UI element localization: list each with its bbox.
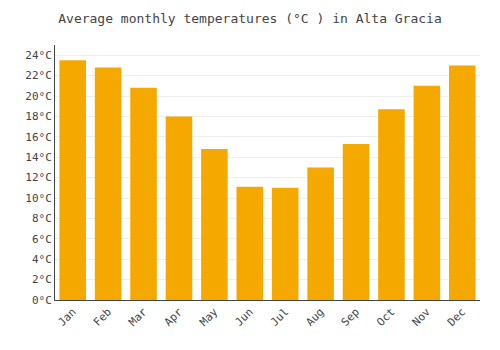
svg-text:Oct: Oct: [374, 306, 397, 329]
svg-text:Aug: Aug: [303, 306, 326, 329]
svg-text:Feb: Feb: [91, 306, 114, 329]
svg-text:18°C: 18°C: [25, 110, 52, 123]
svg-text:Average monthly temperatures (: Average monthly temperatures (°C ) in Al…: [58, 11, 442, 26]
svg-text:2°C: 2°C: [32, 273, 52, 286]
svg-text:Apr: Apr: [162, 305, 186, 329]
svg-text:16°C: 16°C: [25, 131, 52, 144]
svg-text:8°C: 8°C: [32, 212, 52, 225]
svg-text:Jan: Jan: [55, 306, 78, 329]
svg-text:24°C: 24°C: [25, 49, 52, 62]
svg-text:20°C: 20°C: [25, 90, 52, 103]
svg-text:10°C: 10°C: [25, 192, 52, 205]
svg-text:Jun: Jun: [233, 306, 256, 329]
svg-text:May: May: [197, 305, 221, 329]
svg-text:Sep: Sep: [339, 306, 362, 329]
svg-text:Jul: Jul: [268, 306, 291, 329]
svg-text:4°C: 4°C: [32, 253, 52, 266]
svg-text:Dec: Dec: [445, 306, 468, 329]
svg-text:14°C: 14°C: [25, 151, 52, 164]
svg-text:0°C: 0°C: [32, 294, 52, 307]
svg-text:12°C: 12°C: [25, 171, 52, 184]
svg-text:Nov: Nov: [410, 305, 434, 329]
svg-text:Mar: Mar: [126, 305, 150, 329]
svg-text:6°C: 6°C: [32, 233, 52, 246]
svg-text:22°C: 22°C: [25, 69, 52, 82]
